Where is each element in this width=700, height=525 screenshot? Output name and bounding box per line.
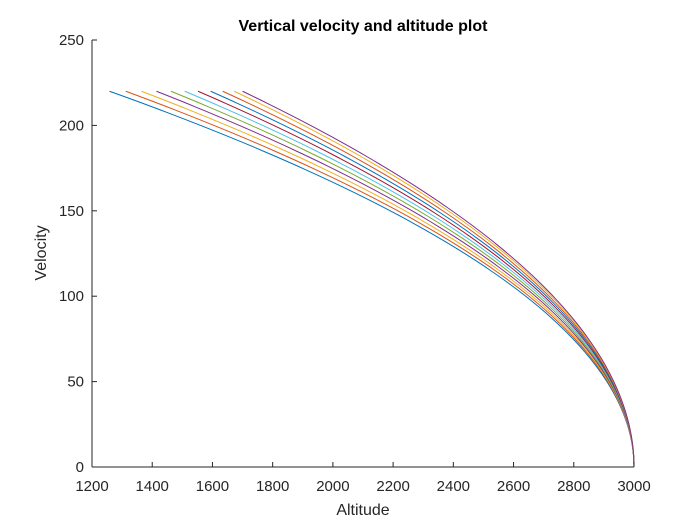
series-line-6: [184, 90, 635, 468]
series-line-3: [141, 90, 635, 468]
y-tick-label: 100: [59, 288, 84, 305]
x-tick-label: 1800: [256, 478, 289, 495]
series-line-4: [156, 90, 635, 468]
series-line-5: [170, 90, 635, 468]
x-tick-label: 2000: [316, 478, 349, 495]
series-line-10: [233, 90, 635, 468]
series-line-9: [222, 90, 635, 468]
y-tick-label: 50: [67, 374, 84, 391]
x-tick-label: 1400: [136, 478, 169, 495]
series-line-2: [125, 90, 635, 468]
x-tick-label: 2800: [557, 478, 590, 495]
x-tick-label: 1200: [75, 478, 108, 495]
y-tick-label: 150: [59, 203, 84, 220]
y-ticks: 0 50 100 150 200 250: [59, 32, 97, 476]
x-ticks: 1200 1400 1600 1800 2000 2200 2400 2600 2800 3000: [75, 462, 651, 495]
x-tick-label: 2600: [497, 478, 530, 495]
series-line-11: [242, 90, 635, 468]
series-line-8: [210, 90, 635, 468]
x-tick-label: 2400: [437, 478, 470, 495]
x-axis-label: Altitude: [336, 502, 389, 519]
y-tick-label: 200: [59, 117, 84, 134]
y-tick-label: 0: [76, 459, 84, 476]
y-axis-label: Velocity: [33, 225, 50, 280]
axes: [91, 40, 634, 468]
y-tick-label: 250: [59, 32, 84, 49]
x-tick-label: 1600: [196, 478, 229, 495]
series-line-7: [197, 90, 635, 468]
chart-title: Vertical velocity and altitude plot: [239, 18, 489, 35]
x-tick-label: 3000: [617, 478, 650, 495]
series-group: [109, 90, 635, 468]
x-tick-label: 2200: [376, 478, 409, 495]
series-line-1: [109, 90, 635, 468]
